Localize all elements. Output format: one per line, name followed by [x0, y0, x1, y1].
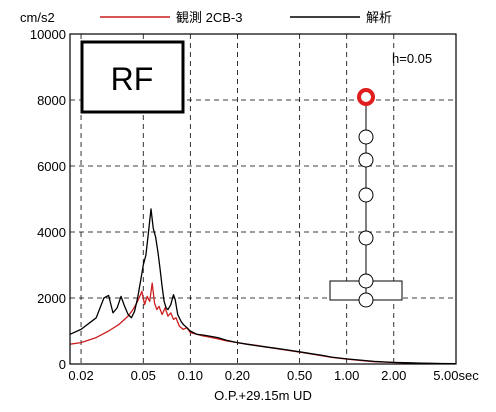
damping-label: h=0.05 [392, 51, 432, 66]
model-node [359, 130, 373, 144]
x-tick-label: 0.05 [131, 368, 156, 383]
x-axis-label: O.P.+29.15m UD [214, 388, 312, 403]
model-node [359, 231, 373, 245]
model-node [359, 274, 373, 288]
y-tick-label: 10000 [30, 27, 66, 42]
model-node-rf-marker [359, 90, 373, 104]
y-tick-label: 8000 [37, 93, 66, 108]
building-model-diagram [330, 90, 402, 307]
model-node [359, 293, 373, 307]
legend-analysis-label: 解析 [366, 10, 392, 25]
y-tick-label: 0 [59, 357, 66, 372]
y-unit-label: cm/s2 [20, 10, 55, 25]
y-tick-label: 2000 [37, 291, 66, 306]
model-node [359, 153, 373, 167]
x-tick-label: 0.50 [287, 368, 312, 383]
x-tick-label: 0.10 [178, 368, 203, 383]
x-tick-label: 0.20 [225, 368, 250, 383]
x-tick-label: 1.00 [334, 368, 359, 383]
x-tick-label: 2.00 [381, 368, 406, 383]
model-node [359, 188, 373, 202]
floor-label: RF [111, 61, 154, 97]
y-tick-label: 4000 [37, 225, 66, 240]
x-tick-label: 0.02 [68, 368, 93, 383]
x-tick-label: 5.00sec [433, 368, 479, 383]
legend-observed-label: 観測 2CB-3 [176, 10, 242, 25]
y-tick-label: 6000 [37, 159, 66, 174]
